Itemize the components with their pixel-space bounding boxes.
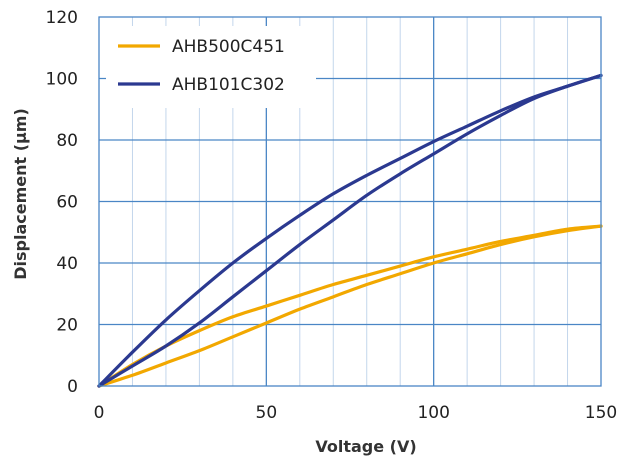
- series-line-ahb500c451-upper: [97, 224, 603, 388]
- series-line-ahb101c302-upper: [97, 73, 603, 388]
- legend: AHB500C451 AHB101C302: [106, 26, 316, 108]
- y-tick-label: 100: [46, 70, 78, 90]
- y-tick-label: 120: [46, 8, 78, 28]
- plot-frame: [98, 16, 602, 387]
- x-tick-label: 150: [585, 403, 617, 423]
- y-axis-title: Displacement (µm): [11, 108, 30, 280]
- legend-background: [106, 26, 316, 108]
- y-tick-label: 20: [56, 316, 78, 336]
- series-line-ahb500c451-lower: [97, 224, 603, 388]
- y-tick-label: 60: [56, 193, 78, 213]
- y-tick-label: 80: [56, 131, 78, 151]
- x-tick-label: 0: [94, 403, 105, 423]
- x-tick-label: 100: [417, 403, 449, 423]
- legend-label: AHB500C451: [172, 37, 285, 57]
- x-tick-label: 50: [256, 403, 278, 423]
- y-tick-label: 0: [67, 377, 78, 397]
- series-line-ahb101c302-lower: [97, 73, 603, 388]
- x-axis-title: Voltage (V): [315, 437, 416, 456]
- y-tick-label: 40: [56, 254, 78, 274]
- legend-label: AHB101C302: [172, 75, 285, 95]
